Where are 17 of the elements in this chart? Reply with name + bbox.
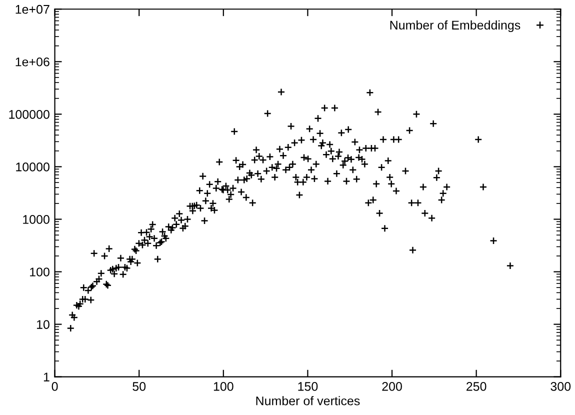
y-tick-label: 100 bbox=[30, 268, 50, 276]
x-tick-label: 0 bbox=[52, 382, 58, 391]
x-tick-label: 250 bbox=[466, 382, 486, 391]
x-tick-label: 200 bbox=[382, 382, 402, 391]
x-axis-title: Number of vertices bbox=[256, 396, 360, 406]
x-tick-label: 300 bbox=[550, 382, 571, 391]
y-tick-label: 1e+07 bbox=[16, 4, 50, 14]
x-tick-label: 50 bbox=[132, 382, 146, 391]
y-tick-label: 100000 bbox=[9, 110, 50, 119]
y-tick-label: 10 bbox=[36, 320, 50, 329]
y-tick-label: 10000 bbox=[16, 162, 50, 172]
y-tick-label: 1000 bbox=[23, 215, 50, 224]
legend-label: Number of Embeddings bbox=[390, 20, 520, 32]
y-tick-label: 1 bbox=[44, 372, 50, 382]
x-tick-label: 100 bbox=[214, 382, 234, 391]
y-tick-label: 1e+06 bbox=[16, 57, 50, 66]
x-tick-label: 150 bbox=[298, 382, 318, 391]
